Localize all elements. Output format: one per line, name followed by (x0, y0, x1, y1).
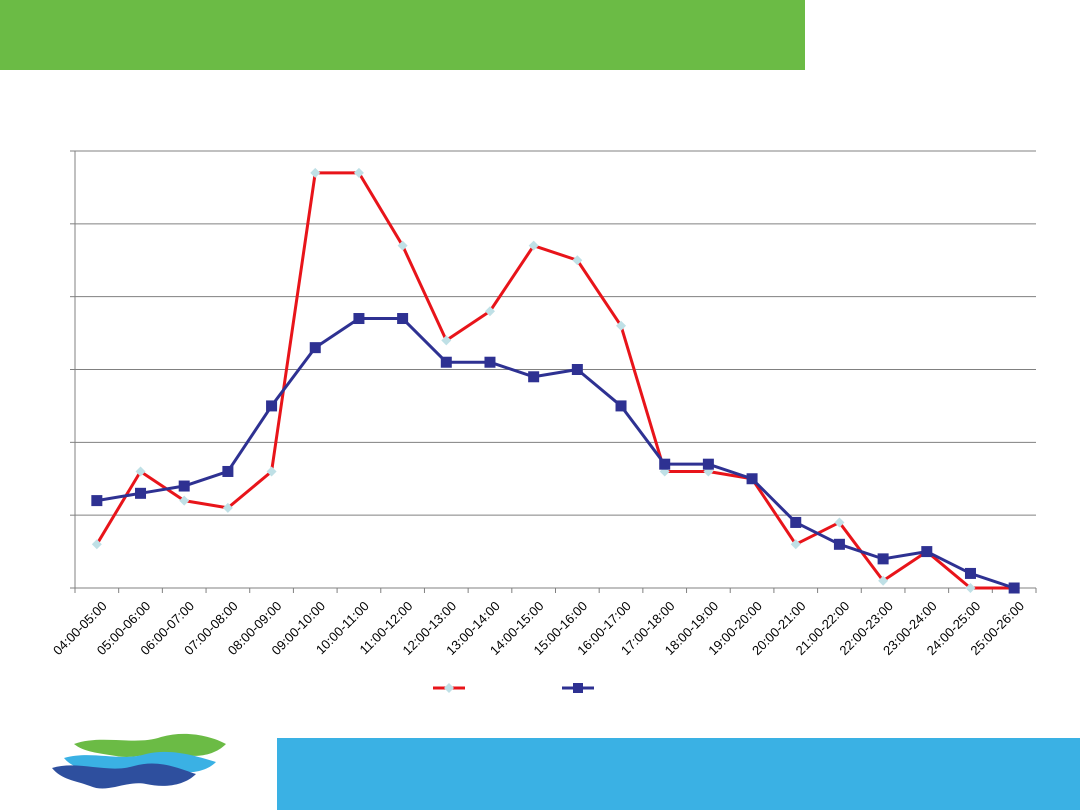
logo-green-stroke (74, 733, 226, 757)
series-2-point-6 (353, 313, 365, 325)
series-1-point-2 (179, 495, 190, 506)
series-2-point-8 (440, 356, 452, 368)
bottom-footer-band (277, 738, 1080, 810)
chart-axes (70, 150, 1037, 593)
series-1-point-10 (528, 240, 539, 251)
x-axis-tick-labels: 04:00-05:0005:00-06:0006:00-07:0007:00-0… (50, 598, 1027, 658)
series-2-point-3 (222, 465, 234, 477)
series-1-point-9 (484, 306, 495, 317)
series-2-point-9 (484, 356, 496, 368)
series-1-point-1 (135, 466, 146, 477)
series-1-point-3 (222, 502, 233, 513)
series-2-point-1 (135, 487, 147, 499)
series-2-point-18 (877, 553, 889, 565)
line-chart: 04:00-05:0005:00-06:0006:00-07:0007:00-0… (50, 150, 1037, 693)
series-2-point-10 (528, 371, 540, 383)
series-1-point-17 (834, 517, 845, 528)
series-2-point-7 (397, 313, 409, 325)
series-1-point-12 (616, 320, 627, 331)
chart-legend (433, 683, 594, 693)
series-1-point-7 (397, 240, 408, 251)
series-1-point-16 (790, 539, 801, 550)
gridlines (75, 150, 1036, 516)
series-2-point-4 (266, 400, 278, 412)
series-1-line (95, 171, 1015, 590)
series-lines (95, 171, 1015, 590)
series-1-point-6 (353, 167, 364, 178)
series-2-point-21 (1008, 582, 1020, 594)
wave-logo-icon (52, 733, 226, 789)
series-2-point-17 (833, 538, 845, 550)
series-2-point-12 (615, 400, 627, 412)
series-1-point-18 (878, 575, 889, 586)
series-2-point-11 (571, 364, 583, 375)
series-markers (91, 167, 1020, 594)
series-2-point-16 (790, 516, 802, 528)
series-2-point-14 (702, 458, 714, 470)
series-2-point-15 (746, 473, 758, 485)
top-header-band (0, 0, 805, 70)
series-2-point-13 (659, 458, 671, 470)
series-1-point-5 (310, 167, 321, 178)
series-1-point-0 (91, 539, 102, 550)
series-2-line (96, 317, 1015, 590)
legend-swatch-marker-1 (444, 683, 454, 693)
series-2-point-19 (921, 546, 933, 558)
series-1-point-4 (266, 466, 277, 477)
series-2-point-20 (964, 567, 976, 579)
logo-cyan-stroke (64, 751, 216, 773)
series-1-point-8 (441, 335, 452, 346)
legend-swatch-marker-2 (573, 683, 583, 693)
series-2-point-2 (178, 480, 190, 492)
logo-navy-stroke (52, 763, 196, 789)
series-2-point-0 (91, 495, 103, 507)
series-2-point-5 (309, 342, 321, 354)
series-1-point-20 (965, 583, 976, 593)
series-1-point-11 (572, 255, 583, 266)
